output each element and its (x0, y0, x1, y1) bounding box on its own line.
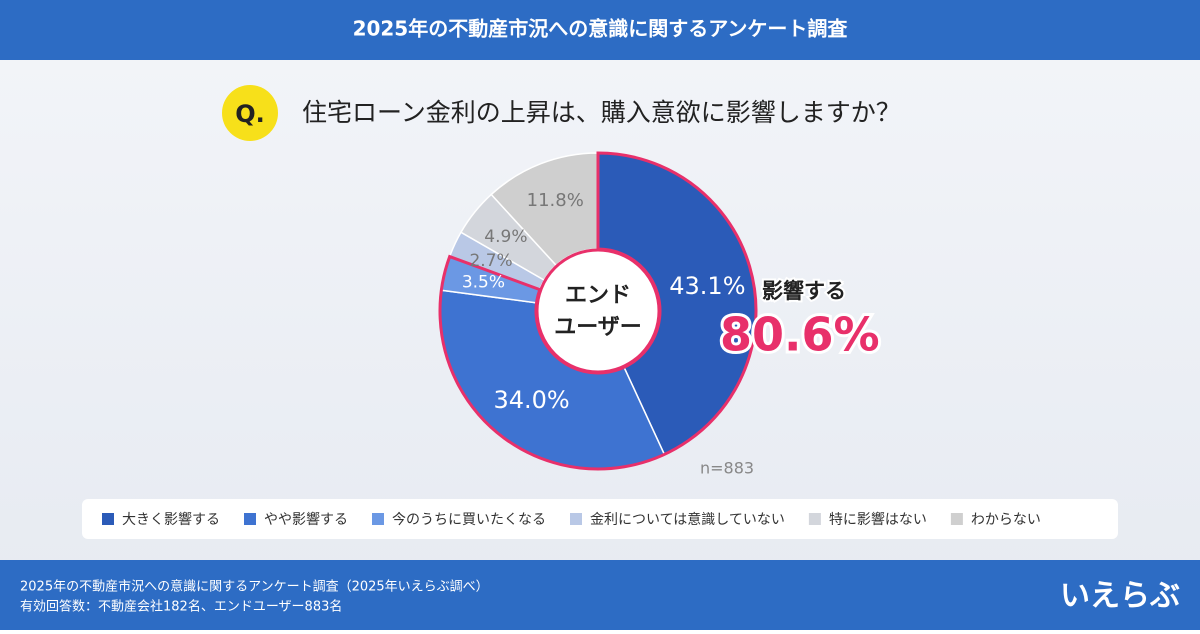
center-label: エンド (565, 283, 631, 308)
value-label: 3.5% (462, 273, 505, 293)
legend-label: 今のうちに買いたくなる (392, 512, 546, 528)
legend-label: やや影響する (264, 511, 348, 528)
legend: 大きく影響する やや影響する 今のうちに買いたくなる 金利については意識していない 特に… (102, 511, 1041, 528)
legend-label: わからない (971, 512, 1041, 528)
legend-swatch (372, 513, 384, 525)
footer-bar (0, 560, 1200, 630)
legend-swatch (950, 513, 963, 525)
donut: 43.1% 34.0% 3.5%2.7% 4.9%11.8% エンドユーザー (438, 151, 758, 471)
header-bar (0, 0, 1200, 60)
logo: いえらぶ (1060, 579, 1180, 614)
center-label: ユーザー (554, 315, 642, 340)
legend-label: 金利については意識していない (590, 511, 785, 528)
value-label: 43.1% (669, 272, 745, 300)
header-title: 2025年の不動産市況への意識に関するアンケート調査 (353, 17, 848, 41)
legend-swatch (570, 513, 582, 525)
sample-size: n=883 (700, 459, 754, 478)
legend-label: 特に影響はない (829, 511, 927, 528)
q-marker: Q. (235, 100, 265, 128)
value-label: 34.0% (493, 386, 569, 414)
q-badge (222, 85, 278, 141)
footer-line: 有効回答数：不動産会社182名、エンドユーザー883名 (20, 599, 342, 615)
donut-hole (535, 248, 661, 374)
highlight-value: 80.6% (720, 308, 880, 362)
value-label: 2.7% (469, 251, 512, 271)
legend-swatch (244, 513, 256, 525)
legend-swatch (102, 513, 114, 525)
legend-box (82, 499, 1118, 539)
legend-label: 大きく影響する (122, 511, 220, 528)
highlight-label: 影響する (762, 279, 846, 303)
value-label: 4.9% (484, 227, 527, 247)
question-text: 住宅ローン金利の上昇は、購入意欲に影響しますか？ (302, 98, 901, 127)
legend-swatch (808, 513, 821, 525)
footer-line: 2025年の不動産市況への意識に関するアンケート調査（2025年いえらぶ調べ） (20, 579, 489, 595)
value-label: 11.8% (527, 190, 584, 211)
